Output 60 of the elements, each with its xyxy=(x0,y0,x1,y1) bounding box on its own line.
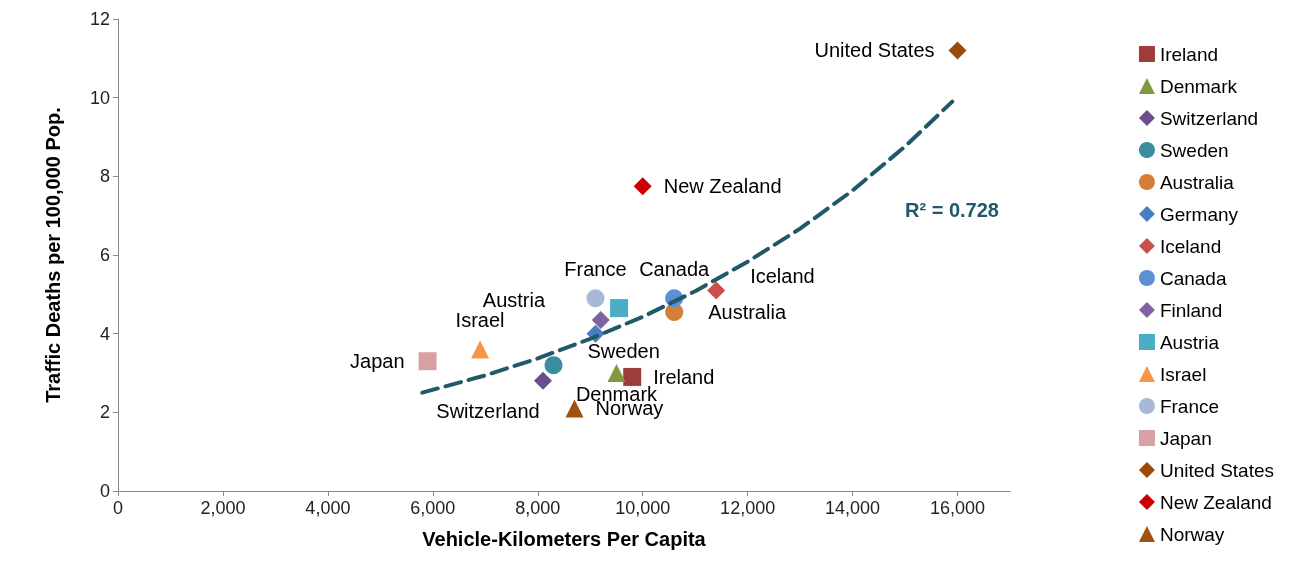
y-tick-label: 6 xyxy=(99,245,110,265)
legend-label: Switzerland xyxy=(1159,107,1259,129)
x-tick-label: 0 xyxy=(112,498,124,518)
legend-label: Denmark xyxy=(1159,75,1238,97)
point xyxy=(534,371,553,390)
legend-label: Sweden xyxy=(1159,139,1229,161)
legend-label: Israel xyxy=(1159,363,1207,385)
point xyxy=(707,281,726,300)
legend-label: Japan xyxy=(1159,427,1212,449)
legend-label: Australia xyxy=(1159,171,1235,193)
y-tick-label: 10 xyxy=(89,87,110,108)
text: New Zealand xyxy=(663,175,782,198)
y-tick-label: 0 xyxy=(99,481,110,501)
legend-label: France xyxy=(1159,395,1220,417)
text: Iceland xyxy=(750,265,815,288)
point xyxy=(633,177,652,196)
point xyxy=(610,299,629,318)
legend-label: Iceland xyxy=(1159,235,1222,257)
text: Canada xyxy=(639,258,710,281)
y-tick-label: 8 xyxy=(99,166,110,187)
text: Austria xyxy=(482,289,546,312)
x-tick-label: 16,000 xyxy=(930,498,986,518)
legend-label: United States xyxy=(1159,459,1275,481)
y-axis-title: Traffic Deaths per 100,000 Pop. xyxy=(42,107,64,403)
text: Israel xyxy=(455,309,505,332)
point xyxy=(607,364,626,382)
legend-label: Austria xyxy=(1159,331,1220,353)
text: Switzerland xyxy=(436,399,540,422)
legend-label: Norway xyxy=(1159,523,1225,545)
point xyxy=(544,356,563,375)
x-tick-label: 4,000 xyxy=(305,498,351,518)
text: Australia xyxy=(708,301,786,324)
x-tick-label: 14,000 xyxy=(825,498,881,518)
legend-label: Germany xyxy=(1159,203,1239,225)
point xyxy=(565,399,584,418)
x-tick-label: 8,000 xyxy=(515,498,561,518)
x-tick-label: 12,000 xyxy=(720,498,776,518)
text: United States xyxy=(814,39,935,62)
x-tick-label: 6,000 xyxy=(410,498,456,518)
annotation: R² = 0.728 xyxy=(905,199,999,221)
x-tick-label: 10,000 xyxy=(615,498,671,518)
point xyxy=(471,340,490,359)
y-tick-label: 2 xyxy=(99,402,110,423)
point xyxy=(591,310,610,329)
point xyxy=(418,352,437,371)
x-axis-title: Vehicle-Kilometers Per Capita xyxy=(422,528,707,550)
x-tick-label: 2,000 xyxy=(200,498,246,518)
legend-label: New Zealand xyxy=(1159,491,1272,513)
point xyxy=(623,367,642,386)
text: France xyxy=(564,258,627,281)
y-tick-label: 12 xyxy=(89,9,110,29)
text: Ireland xyxy=(653,365,715,388)
text: Sweden xyxy=(587,340,660,363)
text: Japan xyxy=(350,350,405,373)
point xyxy=(948,41,967,60)
legend-label: Canada xyxy=(1159,267,1227,289)
legend-label: Ireland xyxy=(1159,43,1219,65)
y-tick-label: 4 xyxy=(99,323,110,344)
point xyxy=(586,289,605,308)
legend-label: Finland xyxy=(1159,299,1223,321)
